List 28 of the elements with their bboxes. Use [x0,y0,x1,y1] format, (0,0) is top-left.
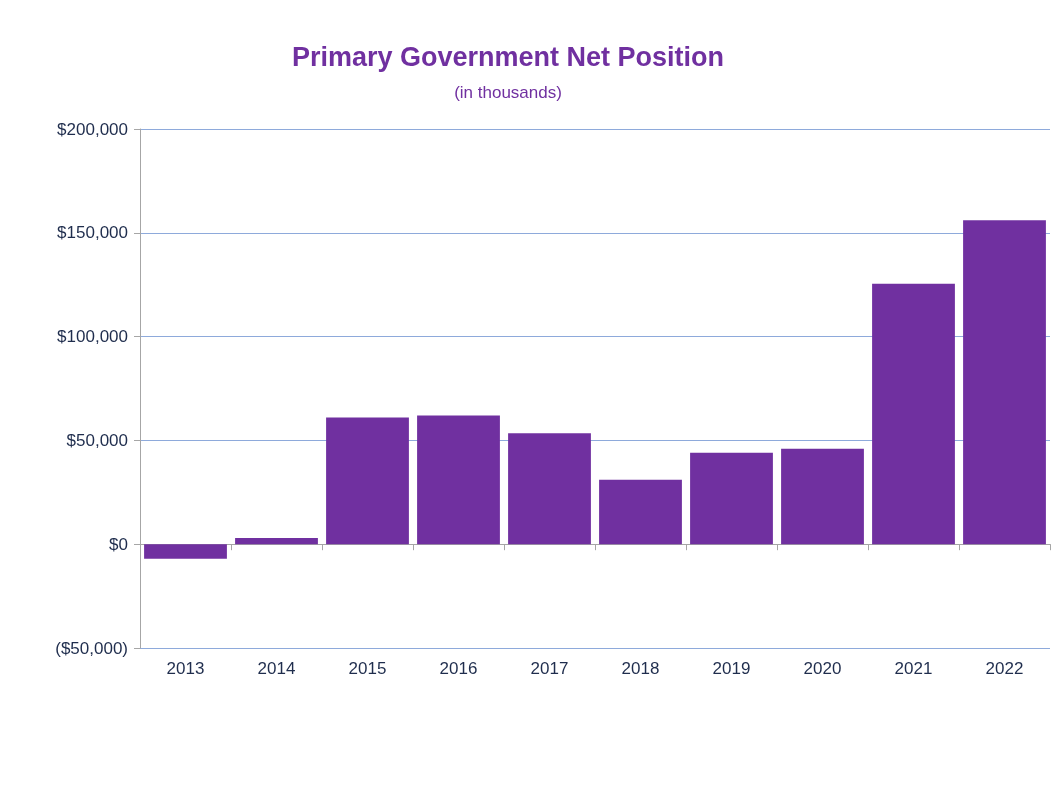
y-tick-label: $150,000 [57,223,128,243]
x-tick-label: 2022 [985,659,1024,678]
y-tick-label: $0 [109,534,128,554]
y-tick-label: $50,000 [66,430,128,450]
x-tick-label: 2018 [621,659,660,678]
bar [872,283,955,545]
bar [781,448,864,545]
bar [326,417,409,545]
y-tick-label: ($50,000) [55,638,128,658]
x-tick-label: 2017 [530,659,569,678]
chart-subtitle: (in thousands) [454,83,562,102]
x-tick-label: 2013 [166,659,205,678]
x-tick-label: 2016 [439,659,478,678]
y-tick-label: $100,000 [57,327,128,347]
bar [599,479,682,545]
x-tick-label: 2021 [894,659,933,678]
bar [690,452,773,545]
x-tick-label: 2020 [803,659,842,678]
x-tick-label: 2014 [257,659,296,678]
x-tick-label: 2019 [712,659,751,678]
bar [963,220,1046,545]
bar [508,433,591,545]
bar [235,537,318,545]
chart-title: Primary Government Net Position [291,41,725,72]
y-tick-label: $200,000 [57,119,128,139]
bar [144,544,227,559]
bar [417,415,500,545]
x-tick-label: 2015 [348,659,387,678]
